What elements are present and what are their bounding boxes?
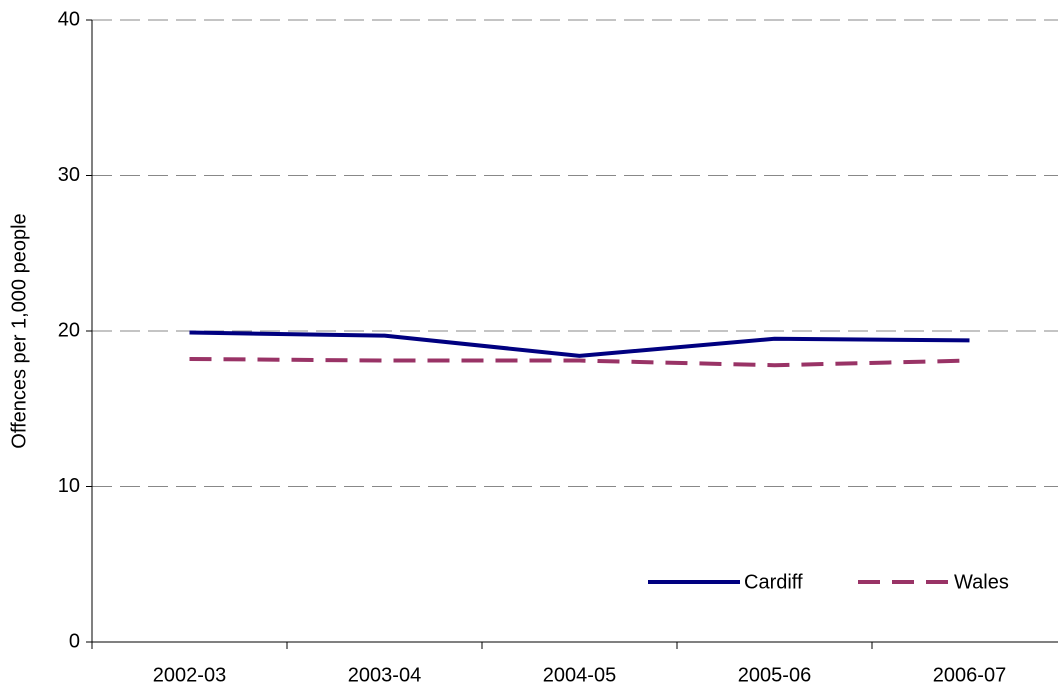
x-tick-label: 2005-06 [738,664,811,686]
x-tick-label: 2003-04 [348,664,421,686]
y-axis-label: Offences per 1,000 people [8,213,30,448]
legend-label: Cardiff [744,571,803,593]
x-tick-label: 2006-07 [933,664,1006,686]
legend-label: Wales [954,571,1009,593]
y-tick-label: 40 [58,8,80,30]
series-line [189,356,970,368]
x-tick-label: 2002-03 [153,664,226,686]
y-tick-label: 0 [69,630,80,652]
x-tick-label: 2004-05 [543,664,616,686]
series-line [189,330,970,358]
y-tick-label: 20 [58,319,80,341]
y-tick-label: 10 [58,475,80,497]
y-tick-label: 30 [58,164,80,186]
